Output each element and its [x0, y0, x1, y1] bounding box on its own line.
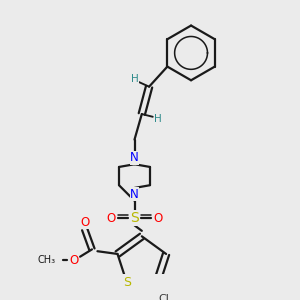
Text: O: O — [69, 254, 78, 267]
Text: N: N — [130, 151, 139, 164]
Text: S: S — [123, 276, 131, 289]
Text: S: S — [130, 211, 139, 225]
Text: Cl: Cl — [159, 294, 170, 300]
Text: O: O — [106, 212, 116, 225]
Text: O: O — [154, 212, 163, 225]
Text: H: H — [130, 74, 138, 84]
Text: N: N — [130, 188, 139, 201]
Text: CH₃: CH₃ — [37, 255, 56, 265]
Text: O: O — [80, 215, 89, 229]
Text: H: H — [154, 114, 162, 124]
